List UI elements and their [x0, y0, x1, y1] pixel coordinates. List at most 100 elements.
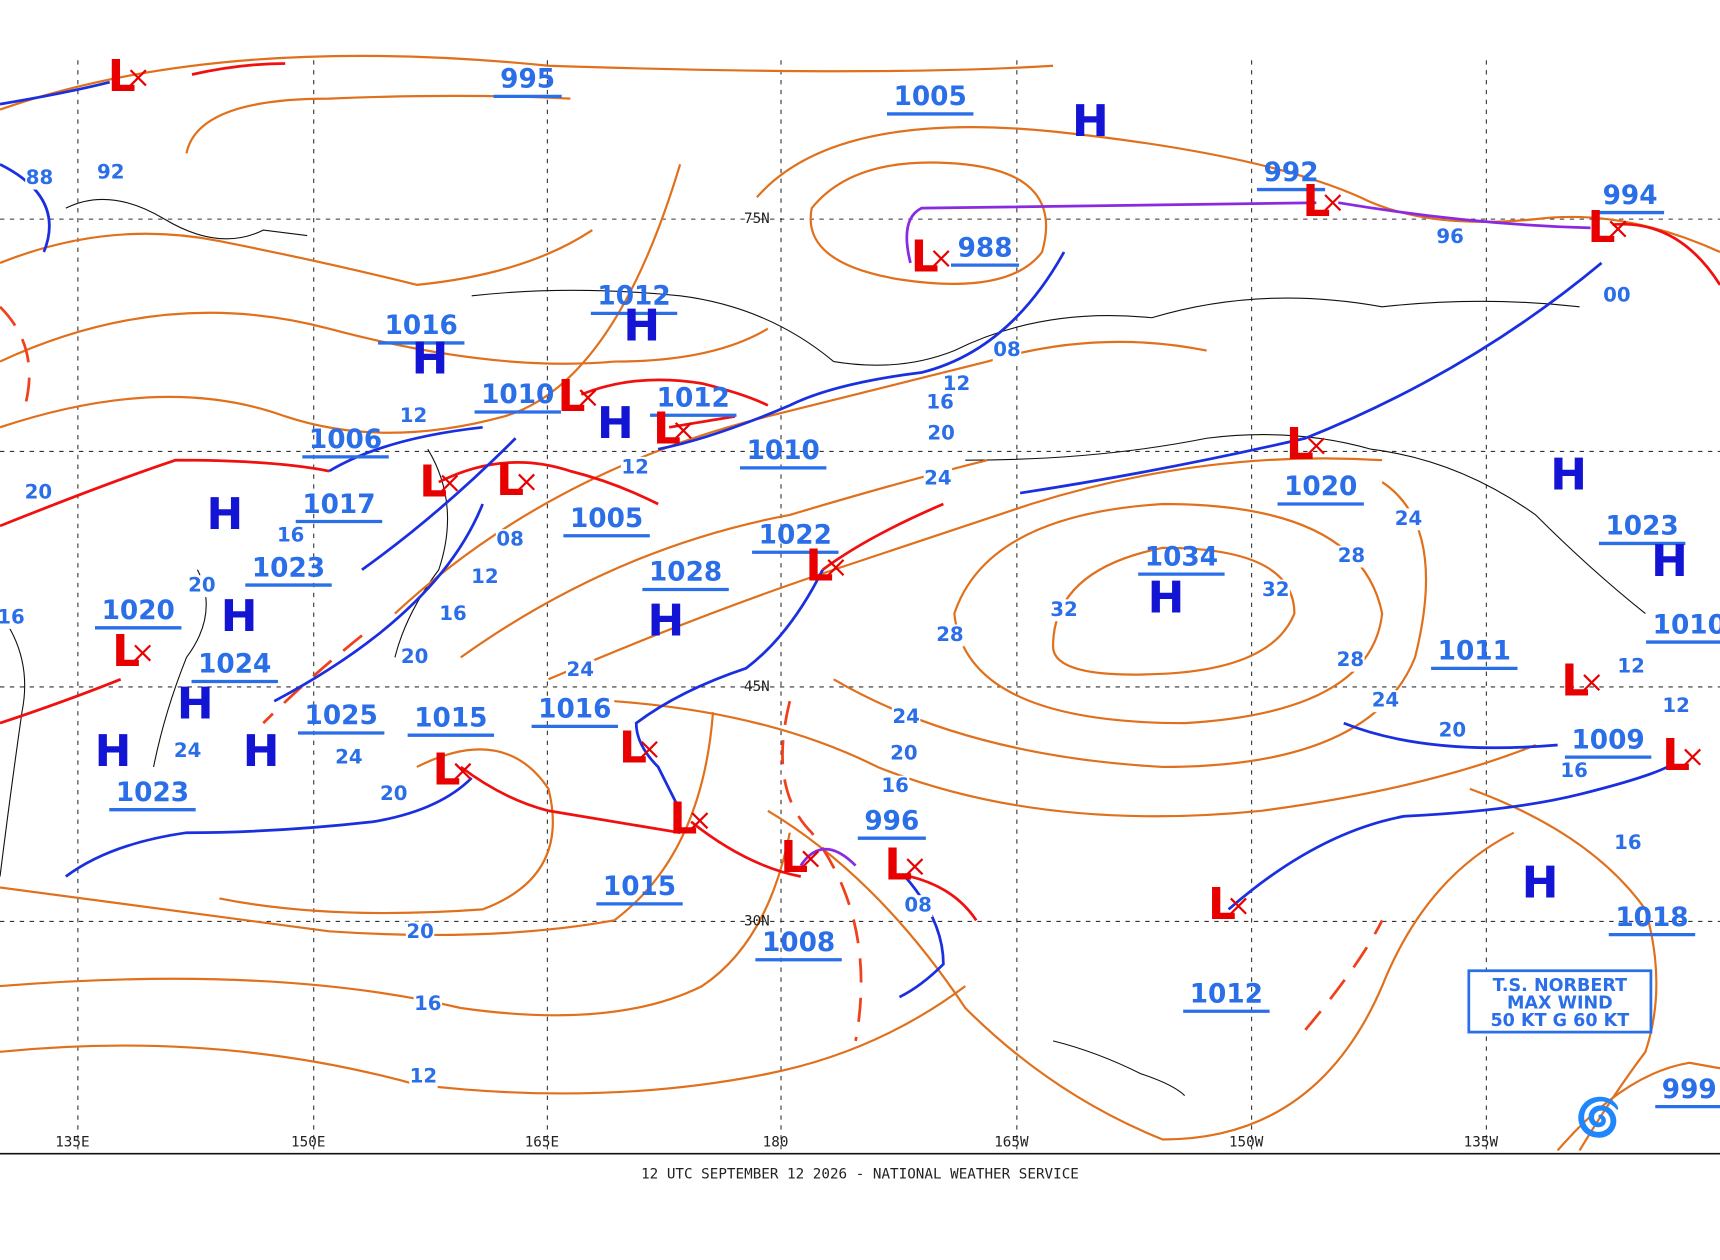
high-center: H	[95, 726, 132, 777]
high-center: H	[597, 398, 634, 449]
isobar	[1051, 546, 1296, 676]
isobar	[833, 481, 1428, 769]
label-bg	[1438, 719, 1467, 742]
isobar-label: 16	[881, 774, 908, 797]
trough	[1304, 919, 1384, 1031]
low-center: L	[1208, 879, 1236, 930]
label-bg	[379, 783, 409, 806]
label-bg	[1337, 545, 1366, 568]
trough	[0, 305, 31, 417]
warm-front	[580, 378, 769, 407]
isobar-label: 12	[471, 565, 498, 588]
isobar-label: 20	[927, 421, 954, 444]
low-cross	[441, 474, 459, 492]
label-bg	[399, 405, 428, 428]
isobar	[0, 229, 593, 286]
isobar-label: 28	[936, 623, 963, 646]
low-cross	[827, 559, 845, 576]
isobar-label: 24	[1372, 689, 1399, 712]
low-cross	[932, 250, 950, 268]
label-bg	[0, 606, 26, 629]
label-bg	[470, 566, 500, 589]
low-center: L	[780, 832, 808, 883]
high-center: H	[221, 591, 258, 642]
isobar-label: 12	[943, 372, 970, 395]
cold-front	[1343, 721, 1558, 750]
latitude-label: 75N	[744, 211, 770, 227]
low-center: L	[108, 51, 136, 102]
low-center: L	[884, 840, 912, 891]
isobar-label: 12	[1617, 655, 1644, 678]
cold-front	[328, 425, 483, 473]
isobar	[0, 311, 769, 365]
isobar-label: 20	[406, 920, 433, 943]
isobar-label: 96	[1436, 225, 1463, 248]
low-cross	[129, 69, 147, 87]
low-cross	[1583, 674, 1601, 692]
pressure-label: 992	[1264, 158, 1319, 188]
low-cross	[691, 812, 709, 830]
cold-front	[0, 163, 51, 253]
pressure-label: 1016	[538, 695, 611, 725]
isobar	[1556, 1061, 1720, 1152]
isobar-label: 08	[496, 528, 523, 551]
pressure-label: 1012	[597, 282, 670, 312]
pressure-label: 1025	[305, 701, 378, 731]
isobar-label: 12	[621, 455, 648, 478]
label-bg	[1661, 695, 1691, 718]
low-center: L	[911, 232, 939, 283]
pressure-label: 1024	[198, 650, 271, 680]
isobar-label: 12	[1662, 694, 1689, 717]
cold-front	[1019, 261, 1603, 495]
isobar	[0, 832, 791, 1017]
low-cross	[674, 422, 692, 440]
label-bg	[24, 482, 53, 504]
isobar-label: 12	[410, 1065, 437, 1088]
coastline	[65, 198, 308, 240]
coastline	[153, 569, 207, 768]
pressure-label: 995	[500, 65, 555, 95]
high-center: H	[207, 489, 244, 540]
low-cross	[134, 644, 152, 662]
label-bg	[923, 467, 953, 490]
low-center: L	[1302, 176, 1330, 227]
pressure-label: 1009	[1571, 725, 1644, 755]
fronts	[0, 62, 1720, 999]
isobar	[219, 748, 554, 915]
isobar	[0, 164, 682, 434]
trough	[781, 700, 863, 1042]
isobar-label: 28	[1338, 544, 1365, 567]
pressure-label: 1010	[481, 380, 554, 410]
label-bg	[96, 162, 126, 185]
isobar-label: 32	[1050, 598, 1077, 621]
isobar-label: 24	[892, 705, 919, 728]
labels: 995 1005 992 994 988 1012 1016 1010 1012 1006 1010…	[0, 51, 1720, 1183]
isobar	[614, 700, 1537, 818]
low-center: L	[432, 744, 460, 795]
low-center: L	[496, 455, 524, 506]
low-cross	[1684, 748, 1702, 766]
isobar	[0, 54, 1054, 111]
longitude-label: 135W	[1464, 1135, 1499, 1151]
low-center: L	[805, 541, 833, 592]
isobar-label: 16	[1614, 831, 1641, 854]
isobar-label: 16	[439, 602, 466, 625]
low-center: L	[419, 456, 447, 507]
storm-text: T.S. NORBERT	[1493, 976, 1628, 996]
coastline	[0, 613, 26, 877]
isobar	[953, 502, 1384, 725]
low-cross	[640, 740, 658, 758]
cold-front	[273, 503, 484, 703]
label-bg	[25, 167, 54, 190]
high-center: H	[1148, 572, 1185, 623]
low-center: L	[669, 794, 697, 845]
label-bg	[276, 524, 305, 547]
cold-front	[657, 251, 1066, 451]
pressure-label: 1020	[1284, 472, 1357, 502]
label-bg	[1616, 656, 1646, 679]
low-cross	[906, 858, 924, 876]
low-center: L	[1561, 656, 1589, 707]
cold-front	[361, 437, 517, 571]
coastline	[471, 289, 1580, 366]
tropical-storm-symbol: 🌀	[1575, 1095, 1621, 1139]
